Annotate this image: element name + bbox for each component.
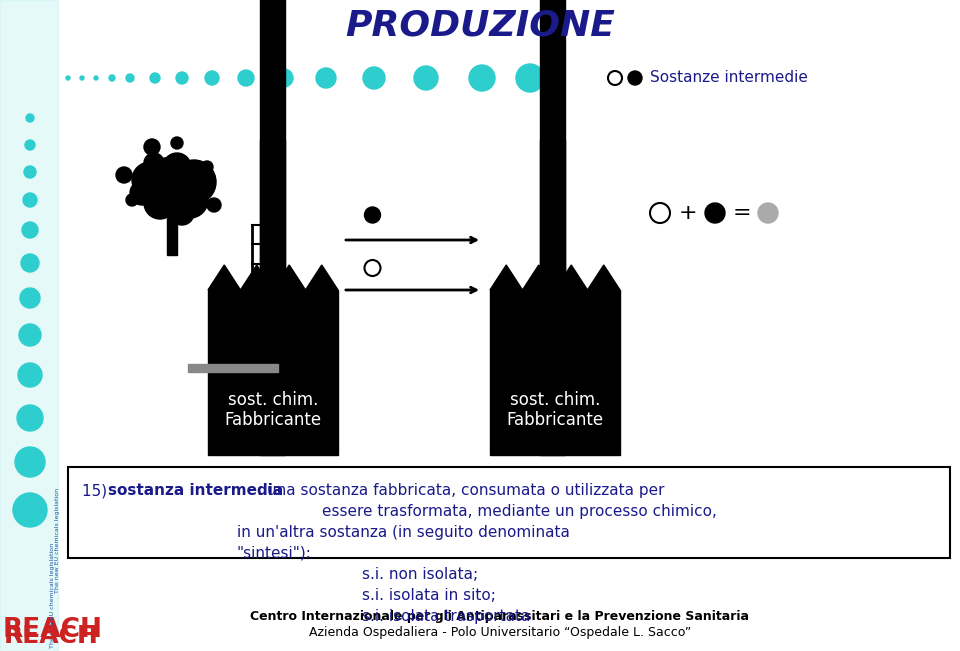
Circle shape xyxy=(24,166,36,178)
Text: +: + xyxy=(679,203,697,223)
Circle shape xyxy=(316,68,336,88)
Circle shape xyxy=(17,405,43,431)
Text: The new EU chemicals legislation: The new EU chemicals legislation xyxy=(55,488,60,592)
Bar xyxy=(188,364,278,372)
Circle shape xyxy=(253,291,267,305)
Circle shape xyxy=(130,181,154,205)
Text: sostanza intermedia: sostanza intermedia xyxy=(108,483,283,498)
Circle shape xyxy=(21,254,39,272)
Text: REACH: REACH xyxy=(3,617,103,643)
Bar xyxy=(260,140,285,455)
Text: PRODUZIONE: PRODUZIONE xyxy=(345,8,615,42)
Text: s.i. non isolata;: s.i. non isolata; xyxy=(362,567,478,582)
Circle shape xyxy=(172,182,208,218)
Circle shape xyxy=(705,203,725,223)
Bar xyxy=(260,0,285,290)
Circle shape xyxy=(207,198,221,212)
Text: s.i. isolata in sito;: s.i. isolata in sito; xyxy=(362,588,496,603)
Circle shape xyxy=(94,76,98,80)
Circle shape xyxy=(144,139,160,155)
Text: "sintesi"):: "sintesi"): xyxy=(237,546,312,561)
Circle shape xyxy=(116,167,132,183)
Bar xyxy=(208,290,338,455)
Text: Centro Internazionale per gli Antiparassitari e la Prevenzione Sanitaria: Centro Internazionale per gli Antiparass… xyxy=(251,610,750,623)
Circle shape xyxy=(13,493,47,527)
Circle shape xyxy=(163,153,191,181)
Circle shape xyxy=(188,165,212,189)
Circle shape xyxy=(20,288,40,308)
Text: Sostanze intermedie: Sostanze intermedie xyxy=(650,70,808,85)
Circle shape xyxy=(170,201,194,225)
Circle shape xyxy=(469,65,495,91)
Circle shape xyxy=(22,222,38,238)
Circle shape xyxy=(80,76,84,80)
Circle shape xyxy=(628,71,642,85)
Circle shape xyxy=(23,193,37,207)
Bar xyxy=(0,0,58,651)
Circle shape xyxy=(275,69,293,87)
Bar xyxy=(540,140,565,455)
Text: essere trasformata, mediante un processo chimico,: essere trasformata, mediante un processo… xyxy=(322,504,717,519)
Circle shape xyxy=(15,447,45,477)
Text: in un'altra sostanza (in seguito denominata: in un'altra sostanza (in seguito denomin… xyxy=(237,525,570,540)
Circle shape xyxy=(144,157,200,213)
Text: =: = xyxy=(732,203,752,223)
Text: Fabbricante: Fabbricante xyxy=(507,411,604,429)
Circle shape xyxy=(126,74,134,82)
Circle shape xyxy=(176,72,188,84)
Circle shape xyxy=(19,324,41,346)
Text: Azienda Ospedaliera - Polo Universitario “Ospedale L. Sacco”: Azienda Ospedaliera - Polo Universitario… xyxy=(309,626,691,639)
Text: sost. chim.: sost. chim. xyxy=(510,391,600,409)
Text: s.i. isolata trasportata: s.i. isolata trasportata xyxy=(362,609,530,624)
Text: 15): 15) xyxy=(82,483,112,498)
Circle shape xyxy=(132,162,168,198)
Circle shape xyxy=(365,207,380,223)
Circle shape xyxy=(150,73,160,83)
Polygon shape xyxy=(208,265,338,290)
Bar xyxy=(68,467,950,558)
Circle shape xyxy=(238,70,254,86)
Circle shape xyxy=(205,71,219,85)
Circle shape xyxy=(414,66,438,90)
Circle shape xyxy=(18,363,42,387)
Circle shape xyxy=(126,194,138,206)
Circle shape xyxy=(109,75,115,81)
Text: REACH: REACH xyxy=(4,624,99,648)
Circle shape xyxy=(144,153,164,173)
Polygon shape xyxy=(490,265,620,290)
Circle shape xyxy=(201,161,213,173)
Circle shape xyxy=(516,64,544,92)
Circle shape xyxy=(144,187,176,219)
Bar xyxy=(490,290,620,455)
Bar xyxy=(540,0,565,290)
Circle shape xyxy=(758,203,778,223)
Circle shape xyxy=(25,140,35,150)
Circle shape xyxy=(172,160,216,204)
Text: The new EU chemicals legislation: The new EU chemicals legislation xyxy=(50,542,55,648)
Text: Fabbricante: Fabbricante xyxy=(225,411,322,429)
Text: : una sostanza fabbricata, consumata o utilizzata per: : una sostanza fabbricata, consumata o u… xyxy=(257,483,664,498)
Circle shape xyxy=(171,137,183,149)
Circle shape xyxy=(26,114,34,122)
Circle shape xyxy=(363,67,385,89)
Circle shape xyxy=(66,76,70,80)
Text: sost. chim.: sost. chim. xyxy=(228,391,318,409)
Bar xyxy=(167,200,177,255)
